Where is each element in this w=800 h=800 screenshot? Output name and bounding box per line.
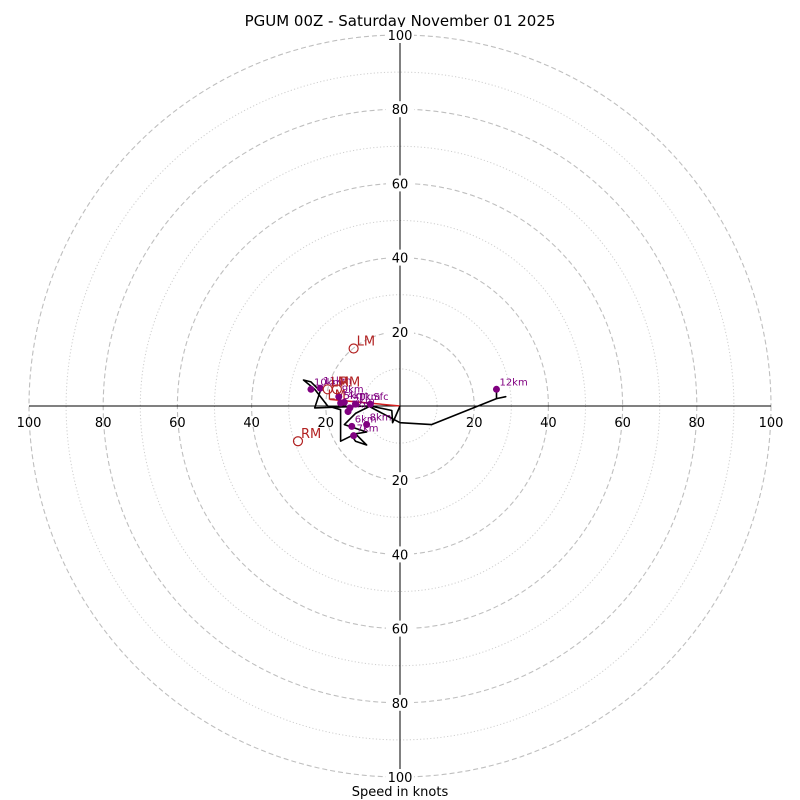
y-tick-background (386, 546, 414, 563)
y-tick-label: 80 (392, 103, 409, 118)
y-tick-background (386, 323, 414, 340)
height-marker-label: 12km (499, 377, 527, 388)
x-tick-label: 80 (95, 416, 112, 431)
tick-labels: 20 20 20 20 40 40 40 40 60 60 60 60 80 80 80 80 100 100 10… (17, 27, 784, 786)
hodograph-trace (302, 379, 507, 446)
storm-motion-marker (292, 436, 304, 447)
x-tick-label: 20 (318, 416, 335, 431)
y-tick-label: 80 (392, 697, 409, 712)
height-marker-label: 10km (314, 377, 342, 388)
hodograph-trace-group (302, 379, 507, 446)
storm-motion-label: RM (301, 427, 321, 442)
y-tick-label: 60 (392, 623, 409, 638)
height-marker-dot (335, 393, 343, 401)
storm-motion-label: RM (340, 375, 360, 390)
y-tick-label: 60 (392, 177, 409, 192)
height-marker-dot (492, 385, 500, 393)
y-tick-background (386, 249, 414, 266)
height-marker-dot (351, 400, 359, 408)
height-marker-label: Sfc (373, 392, 388, 403)
height-marker-label: 7km (357, 424, 379, 435)
y-tick-background (386, 694, 414, 711)
height-marker-dot (344, 408, 352, 416)
y-tick-background (386, 472, 414, 489)
height-marker-label: 9km (342, 385, 364, 396)
height-marker-label: 6km (355, 414, 377, 425)
x-tick-label: 100 (759, 416, 784, 431)
height-marker-label: 11km (323, 376, 351, 387)
height-marker-dot (363, 421, 371, 429)
x-tick-label: 100 (17, 416, 42, 431)
y-tick-background (386, 27, 414, 43)
storm-motion-marker (348, 343, 359, 354)
x-tick-label: 60 (614, 416, 631, 431)
y-tick-label: 100 (388, 29, 413, 44)
height-marker-label: 1km (358, 392, 380, 403)
y-tick-label: 40 (392, 548, 409, 563)
x-tick-label: 40 (243, 416, 260, 431)
height-marker-label: 2km (353, 396, 375, 407)
y-tick-background (386, 101, 414, 118)
y-tick-background (386, 769, 414, 785)
y-tick-background (386, 175, 414, 192)
height-marker-label: 3km (351, 400, 373, 411)
x-tick-label: 80 (689, 416, 706, 431)
x-tick-label: 60 (169, 416, 186, 431)
height-marker-dot (337, 399, 345, 407)
height-marker-dot (307, 385, 315, 393)
storm-motion-label: LM (331, 375, 349, 390)
x-tick-label: 40 (540, 416, 557, 431)
x-axis-label: Speed in knots (352, 785, 449, 800)
y-tick-background (386, 620, 414, 637)
y-tick-label: 20 (392, 326, 409, 341)
height-marker-label: 4km (347, 390, 369, 401)
height-marker-dot (348, 422, 356, 430)
height-marker-dot (350, 432, 358, 440)
x-tick-label: 20 (466, 416, 483, 431)
storm-motion-label: LM (357, 334, 375, 349)
chart-title: PGUM 00Z - Saturday November 01 2025 (245, 12, 556, 30)
height-marker-dot (316, 384, 324, 392)
height-marker-label: 5km (344, 391, 366, 402)
height-marker-label: 8km (370, 413, 392, 424)
y-tick-label: 20 (392, 474, 409, 489)
height-marker-dot (366, 400, 374, 408)
y-tick-label: 40 (392, 252, 409, 267)
y-tick-label: 100 (388, 771, 413, 786)
storm-motion-marker (331, 384, 343, 395)
